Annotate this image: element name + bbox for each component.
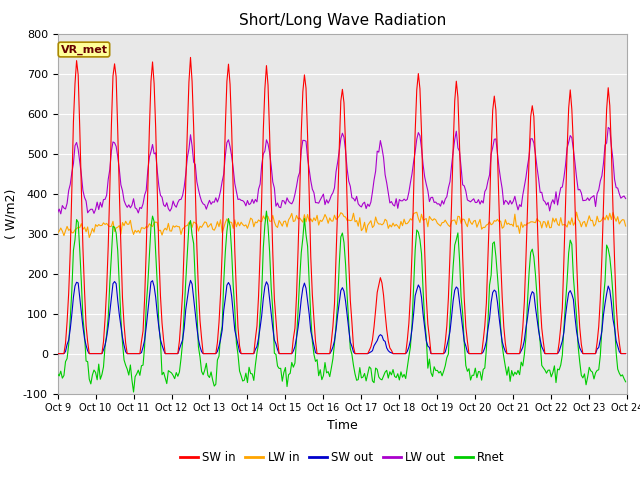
X-axis label: Time: Time (327, 419, 358, 432)
Legend: SW in, LW in, SW out, LW out, Rnet: SW in, LW in, SW out, LW out, Rnet (175, 446, 509, 469)
Y-axis label: ( W/m2): ( W/m2) (4, 189, 17, 239)
Text: VR_met: VR_met (60, 44, 108, 55)
Title: Short/Long Wave Radiation: Short/Long Wave Radiation (239, 13, 446, 28)
